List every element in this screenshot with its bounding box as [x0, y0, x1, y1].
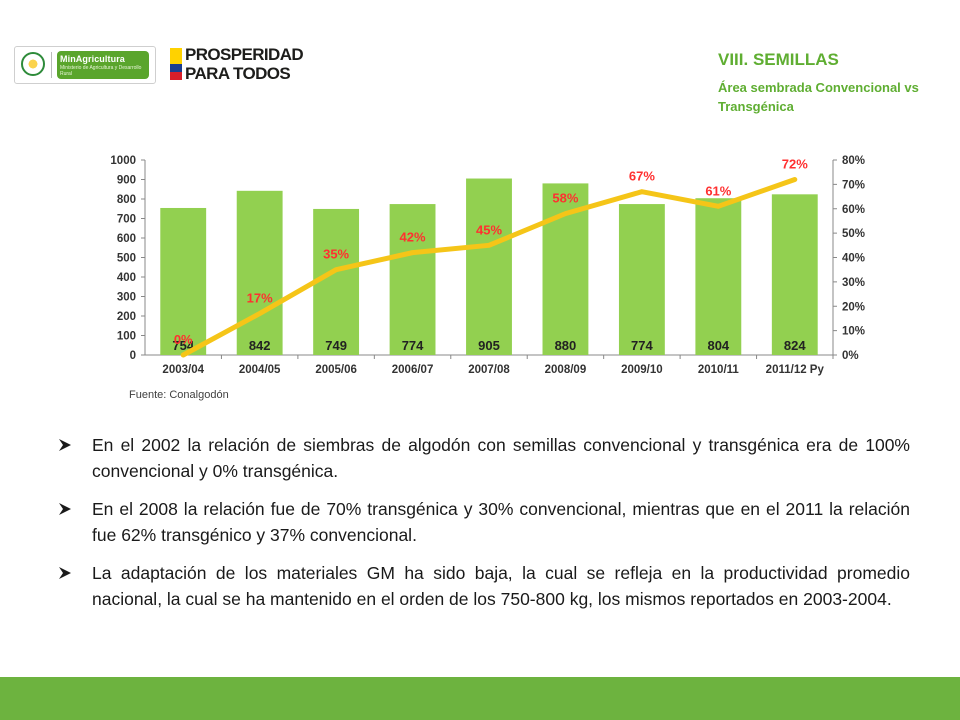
percent-data-label: 17%: [247, 291, 273, 306]
percent-data-label: 67%: [629, 169, 655, 184]
colombia-flag-icon: [170, 48, 182, 80]
x-tick-label: 2006/07: [392, 364, 434, 376]
y-left-tick-label: 200: [117, 311, 136, 323]
x-tick-label: 2011/12 Py: [766, 364, 825, 376]
colombia-seal-icon: [21, 52, 45, 76]
prosperidad-line-2: PARA TODOS: [185, 64, 291, 83]
prosperidad-wordmark: PROSPERIDAD PARA TODOS: [185, 45, 304, 83]
y-left-tick-label: 800: [117, 194, 136, 206]
bullet-item: En el 2002 la relación de siembras de al…: [58, 432, 910, 484]
bar: [771, 194, 818, 355]
y-left-tick-label: 900: [117, 175, 136, 187]
percent-data-label: 42%: [400, 230, 426, 245]
bullet-item: La adaptación de los materiales GM ha si…: [58, 560, 910, 612]
x-tick-label: 2008/09: [545, 364, 587, 376]
percent-data-label: 72%: [782, 157, 808, 172]
y-right-tick-label: 50%: [842, 228, 865, 240]
minagricultura-logo: MinAgricultura Ministerio de Agricultura…: [14, 46, 156, 84]
y-left-tick-label: 300: [117, 292, 136, 304]
minagricultura-name: MinAgricultura: [60, 54, 125, 64]
bar: [466, 178, 512, 355]
bar-value-label: 774: [402, 338, 424, 353]
y-right-tick-label: 80%: [842, 155, 865, 167]
bullet-list: En el 2002 la relación de siembras de al…: [58, 432, 910, 624]
bar: [695, 198, 742, 355]
section-subtitle: Área sembrada Convencional vs Transgénic…: [718, 80, 919, 114]
y-left-tick-label: 1000: [110, 155, 136, 167]
y-left-tick-label: 700: [117, 214, 136, 226]
bar: [313, 208, 360, 355]
x-tick-label: 2004/05: [239, 364, 281, 376]
x-tick-label: 2003/04: [162, 364, 204, 376]
bullet-text: La adaptación de los materiales GM ha si…: [92, 563, 910, 609]
arrow-bullet-icon: [59, 567, 71, 579]
prosperidad-line-1: PROSPERIDAD: [185, 45, 304, 64]
bullet-text: En el 2002 la relación de siembras de al…: [92, 435, 910, 481]
bar: [618, 204, 665, 355]
bar-value-label: 842: [249, 338, 271, 353]
percent-data-label: 58%: [552, 191, 578, 206]
x-tick-label: 2010/11: [698, 364, 740, 376]
percent-series-line: [180, 177, 798, 358]
minagricultura-subtitle: Ministerio de Agricultura y Desarrollo R…: [60, 65, 142, 77]
section-title: VIII. SEMILLAS: [718, 50, 839, 69]
bar-value-label: 880: [555, 338, 577, 353]
y-right-tick-label: 40%: [842, 253, 865, 265]
y-right-tick-label: 60%: [842, 204, 865, 216]
bar-value-label: 905: [478, 338, 500, 353]
bar: [389, 204, 436, 355]
y-right-tick-label: 0%: [842, 350, 859, 362]
arrow-bullet-icon: [59, 503, 71, 515]
y-left-tick-label: 0: [130, 350, 136, 362]
y-right-tick-label: 70%: [842, 179, 865, 191]
chart-source: Fuente: Conalgodón: [129, 389, 229, 401]
y-left-tick-label: 100: [117, 331, 136, 343]
bar-value-label: 774: [631, 338, 653, 353]
percent-data-label: 35%: [323, 247, 349, 262]
bar-value-label: 804: [707, 338, 729, 353]
bar: [236, 190, 283, 355]
x-tick-label: 2005/06: [315, 364, 357, 376]
x-tick-label: 2009/10: [621, 364, 663, 376]
logo-divider: [51, 52, 52, 78]
area-chart: 0 100 200 300 400 500 600 700 800 900 1000 0% 10% 20%…: [110, 155, 865, 376]
footer-bar: [0, 677, 960, 720]
percent-data-label: 61%: [705, 183, 731, 198]
x-tick-label: 2007/08: [468, 364, 510, 376]
y-left-tick-label: 500: [117, 253, 136, 265]
prosperidad-logo: PROSPERIDAD PARA TODOS: [170, 44, 310, 84]
bar: [160, 207, 207, 355]
y-right-tick-label: 10%: [842, 326, 865, 338]
y-left-tick-label: 600: [117, 233, 136, 245]
arrow-bullet-icon: [59, 439, 71, 451]
y-right-tick-label: 20%: [842, 301, 865, 313]
bullet-item: En el 2008 la relación fue de 70% transg…: [58, 496, 910, 548]
bar-value-label: 824: [784, 338, 806, 353]
bullet-text: En el 2008 la relación fue de 70% transg…: [92, 499, 910, 545]
percent-data-label: 0%: [174, 332, 193, 347]
bar-value-label: 749: [325, 338, 347, 353]
y-left-tick-label: 400: [117, 272, 136, 284]
y-right-tick-label: 30%: [842, 277, 865, 289]
minagricultura-badge: MinAgricultura Ministerio de Agricultura…: [57, 51, 149, 79]
percent-data-label: 45%: [476, 222, 502, 237]
